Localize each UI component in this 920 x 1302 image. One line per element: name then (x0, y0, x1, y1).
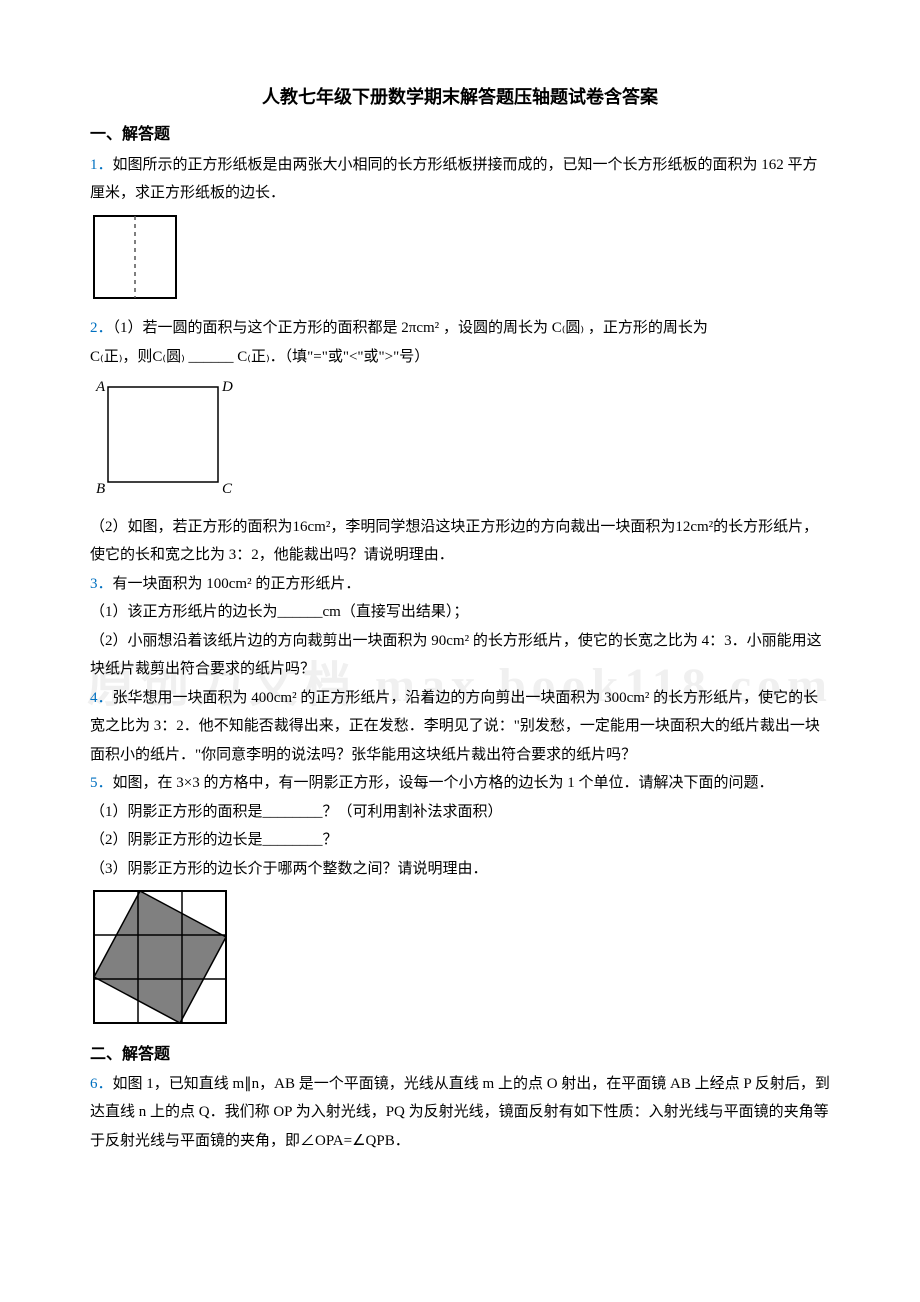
figure-3 (90, 887, 830, 1038)
figure-2: A D B C (90, 375, 830, 511)
label-C: C (222, 481, 233, 497)
square-dashed-figure (90, 212, 180, 302)
question-text: ，设圆的周长为 (443, 320, 548, 336)
page-content: 人教七年级下册数学期末解答题压轴题试卷含答案 一、解答题 1．如图所示的正方形纸… (90, 80, 830, 1155)
question-2-line2: C₍正₎，则C₍圆₎ ______ C₍正₎．（填"="或"<"或">"号） (90, 343, 830, 372)
question-text: ，正方形的周长为 (588, 320, 708, 336)
question-5-p3: （3）阴影正方形的边长介于哪两个整数之间？请说明理由． (90, 855, 830, 884)
question-text: 如图，在 3×3 的方格中，有一阴影正方形，设每一个小方格的边长为 1 个单位．… (113, 775, 774, 791)
question-3: 3．有一块面积为 100cm² 的正方形纸片． (90, 570, 830, 599)
question-number: 6． (90, 1076, 113, 1092)
math-symbol: C₍圆₎ (152, 349, 184, 365)
tilted-square-grid-figure (90, 887, 230, 1027)
label-B: B (96, 481, 105, 497)
question-number: 4． (90, 690, 113, 706)
math-expr: 2πcm² (401, 320, 439, 336)
question-2: 2．（1）若一圆的面积与这个正方形的面积都是 2πcm² ，设圆的周长为 C₍圆… (90, 314, 830, 343)
question-3-p2: （2）小丽想沿着该纸片边的方向裁剪出一块面积为 90cm² 的长方形纸片，使它的… (90, 627, 830, 684)
section-2-title: 二、解答题 (90, 1040, 830, 1070)
question-text: ．（填"="或"<"或">"号） (270, 349, 430, 365)
math-symbol: C₍圆₎ (552, 320, 584, 336)
question-text: ，则 (122, 349, 152, 365)
question-3-p1: （1）该正方形纸片的边长为______cm（直接写出结果）； (90, 598, 830, 627)
question-6: 6．如图 1，已知直线 m∥n，AB 是一个平面镜，光线从直线 m 上的点 O … (90, 1070, 830, 1156)
math-symbol: C₍正₎ (90, 349, 122, 365)
question-5-p2: （2）阴影正方形的边长是________？ (90, 826, 830, 855)
question-number: 3． (90, 576, 113, 592)
figure-1 (90, 212, 830, 313)
math-symbol: C₍正₎ (237, 349, 269, 365)
question-5: 5．如图，在 3×3 的方格中，有一阴影正方形，设每一个小方格的边长为 1 个单… (90, 769, 830, 798)
section-1-title: 一、解答题 (90, 120, 830, 150)
question-number: 5． (90, 775, 113, 791)
question-text: 如图 1，已知直线 m∥n，AB 是一个平面镜，光线从直线 m 上的点 O 射出… (90, 1076, 830, 1149)
question-number: 1． (90, 157, 113, 173)
main-title: 人教七年级下册数学期末解答题压轴题试卷含答案 (90, 80, 830, 114)
question-text: 如图所示的正方形纸板是由两张大小相同的长方形纸板拼接而成的，已知一个长方形纸板的… (90, 157, 818, 202)
question-text: 有一块面积为 100cm² 的正方形纸片． (113, 576, 361, 592)
question-5-p1: （1）阴影正方形的面积是________？（可利用割补法求面积） (90, 798, 830, 827)
label-A: A (95, 379, 106, 395)
question-text: 张华想用一块面积为 400cm² 的正方形纸片，沿着边的方向剪出一块面积为 30… (90, 690, 820, 763)
question-1: 1．如图所示的正方形纸板是由两张大小相同的长方形纸板拼接而成的，已知一个长方形纸… (90, 151, 830, 208)
blank-underline: ______ (185, 349, 238, 365)
square-labeled-figure: A D B C (90, 375, 240, 500)
question-4: 4．张华想用一块面积为 400cm² 的正方形纸片，沿着边的方向剪出一块面积为 … (90, 684, 830, 770)
question-text: （1）若一圆的面积与这个正方形的面积都是 (113, 320, 398, 336)
question-2-part2: （2）如图，若正方形的面积为16cm²，李明同学想沿这块正方形边的方向裁出一块面… (90, 513, 830, 570)
question-number: 2． (90, 320, 113, 336)
label-D: D (221, 379, 233, 395)
